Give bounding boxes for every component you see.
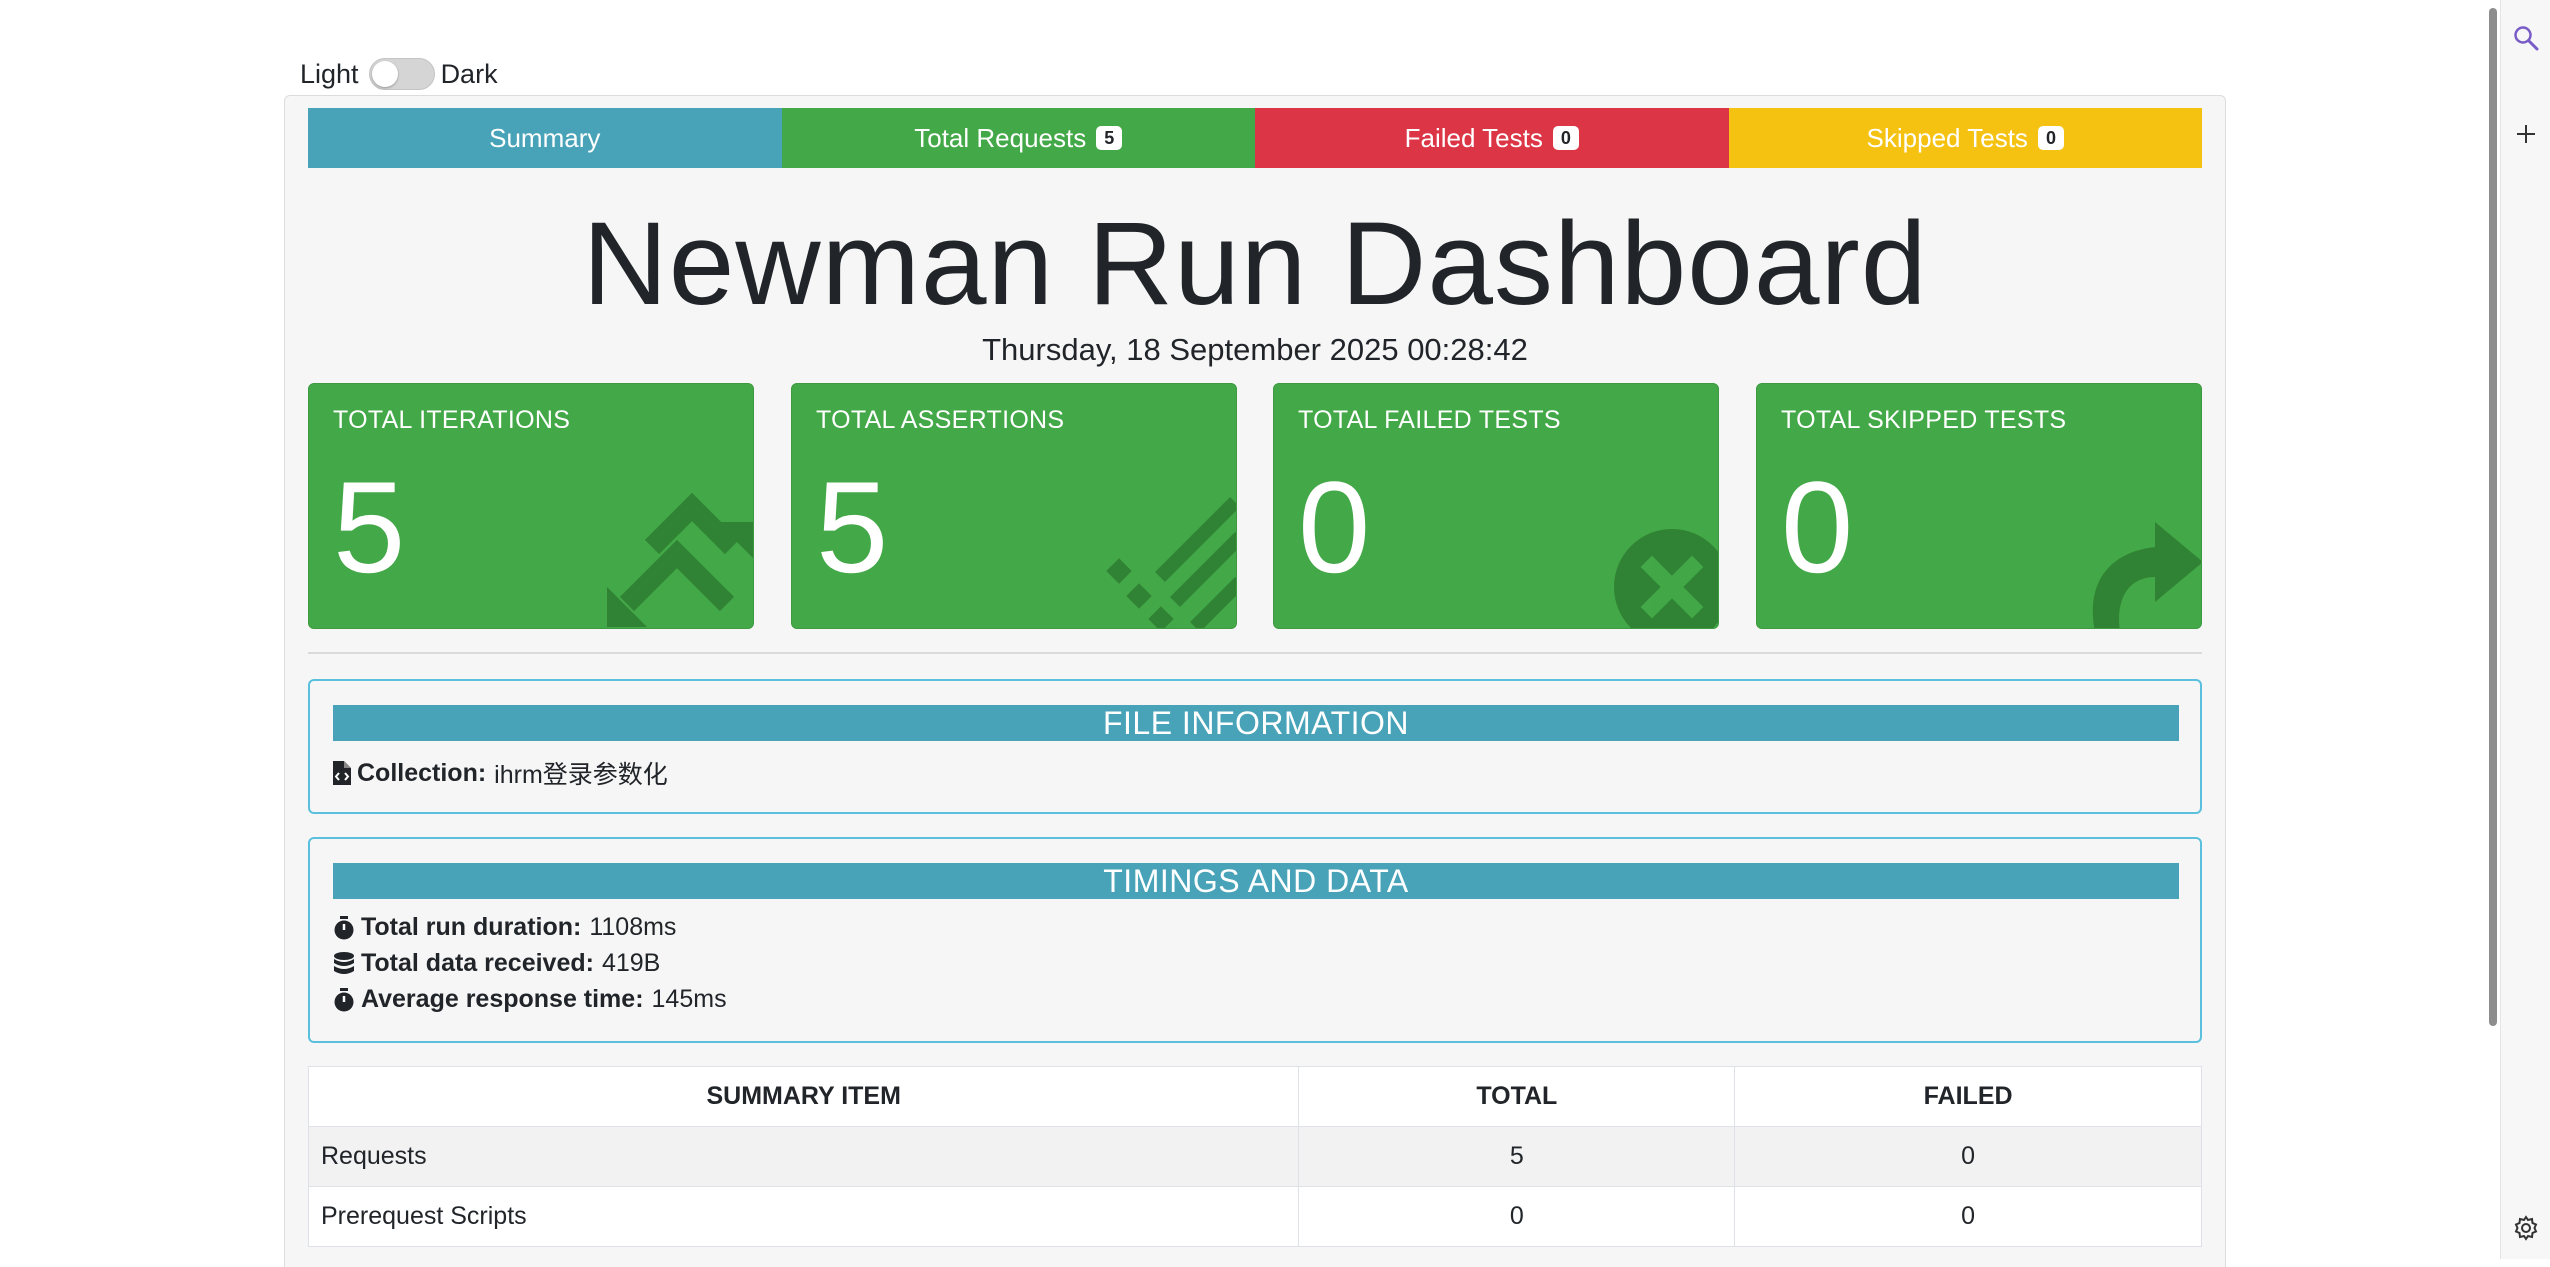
data-received-line: Total data received: 419B xyxy=(333,949,660,978)
stat-value: 0 xyxy=(1298,454,1371,600)
duration-label: Total run duration: xyxy=(361,913,582,941)
report-page: Light Dark Summary Total Requests 5 Fail… xyxy=(8,8,2486,1267)
stat-card-iterations: TOTAL ITERATIONS 5 xyxy=(308,383,754,629)
stat-card-assertions: TOTAL ASSERTIONS 5 xyxy=(791,383,1237,629)
duration-value: 1108ms xyxy=(589,913,677,941)
dashboard-container: Summary Total Requests 5 Failed Tests 0 … xyxy=(284,95,2226,1267)
tab-skipped-tests[interactable]: Skipped Tests 0 xyxy=(1728,108,2202,168)
file-information-header: FILE INFORMATION xyxy=(333,705,2179,741)
table-header-row: SUMMARY ITEM TOTAL FAILED xyxy=(307,1066,2202,1127)
right-sidebar xyxy=(2500,0,2550,1259)
row-failed: 0 xyxy=(1734,1186,2202,1247)
col-summary-item: SUMMARY ITEM xyxy=(307,1066,1300,1127)
row-total: 5 xyxy=(1298,1126,1736,1187)
skipped-tests-badge: 0 xyxy=(2037,126,2064,150)
share-icon xyxy=(2092,522,2201,628)
divider xyxy=(308,652,2202,654)
stat-label: TOTAL SKIPPED TESTS xyxy=(1781,406,2067,434)
theme-switch[interactable] xyxy=(368,58,435,90)
tab-total-requests[interactable]: Total Requests 5 xyxy=(781,108,1255,168)
stopwatch-icon xyxy=(334,915,354,939)
collection-label: Collection: xyxy=(357,758,487,787)
times-circle-icon xyxy=(1614,529,1718,628)
theme-toggle: Light Dark xyxy=(300,54,498,94)
stopwatch-icon xyxy=(334,987,354,1011)
tab-summary-label: Summary xyxy=(489,122,601,153)
run-date: Thursday, 18 September 2025 00:28:42 xyxy=(982,332,1528,367)
scrollbar-thumb[interactable] xyxy=(2489,8,2497,1026)
sidebar-settings-button[interactable] xyxy=(2512,1214,2540,1242)
gear-icon xyxy=(2514,1215,2538,1241)
sync-icon xyxy=(607,492,753,627)
tab-failed-tests[interactable]: Failed Tests 0 xyxy=(1255,108,1729,168)
dark-label: Dark xyxy=(440,58,498,89)
tab-failed-tests-label: Failed Tests xyxy=(1404,122,1543,153)
duration-line: Total run duration: 1108ms xyxy=(333,913,676,942)
sidebar-add-button[interactable] xyxy=(2512,120,2540,148)
data-received-label: Total data received: xyxy=(361,949,594,977)
nav-tabs: Summary Total Requests 5 Failed Tests 0 … xyxy=(308,108,2202,168)
stat-value: 5 xyxy=(816,454,889,600)
row-total: 0 xyxy=(1298,1186,1736,1247)
stat-card-skipped-tests: TOTAL SKIPPED TESTS 0 xyxy=(1756,383,2202,629)
file-code-icon xyxy=(333,761,351,785)
sidebar-search-button[interactable] xyxy=(2512,24,2540,52)
col-total: TOTAL xyxy=(1298,1066,1736,1127)
stat-card-failed-tests: TOTAL FAILED TESTS 0 xyxy=(1273,383,1719,629)
collection-value: ihrm登录参数化 xyxy=(494,761,668,789)
row-item: Prerequest Scripts xyxy=(307,1186,1300,1247)
stat-value: 0 xyxy=(1781,454,1854,600)
database-icon xyxy=(334,951,354,974)
stat-value: 5 xyxy=(333,454,406,600)
data-received-value: 419B xyxy=(601,949,661,977)
table-row: Prerequest Scripts 0 0 xyxy=(307,1186,2202,1247)
light-label: Light xyxy=(300,58,359,89)
stat-label: TOTAL ASSERTIONS xyxy=(816,406,1065,434)
tab-skipped-tests-label: Skipped Tests xyxy=(1866,122,2028,153)
failed-tests-badge: 0 xyxy=(1552,126,1579,150)
search-icon xyxy=(2514,26,2539,51)
tab-total-requests-label: Total Requests xyxy=(914,122,1087,153)
avg-response-line: Average response time: 145ms xyxy=(333,985,727,1014)
avg-response-label: Average response time: xyxy=(361,985,644,1013)
total-requests-badge: 5 xyxy=(1096,126,1123,150)
table-row: Requests 5 0 xyxy=(307,1126,2202,1187)
summary-table: SUMMARY ITEM TOTAL FAILED Requests 5 0 P… xyxy=(307,1066,2202,1247)
plus-icon xyxy=(2517,125,2535,143)
page-title: Newman Run Dashboard xyxy=(582,198,1928,330)
avg-response-value: 145ms xyxy=(651,985,727,1013)
col-failed: FAILED xyxy=(1734,1066,2202,1127)
stat-label: TOTAL FAILED TESTS xyxy=(1298,406,1561,434)
row-item: Requests xyxy=(307,1126,1300,1187)
row-failed: 0 xyxy=(1734,1126,2202,1187)
timings-panel: TIMINGS AND DATA Total run duration: 110… xyxy=(308,837,2202,1043)
tab-summary[interactable]: Summary xyxy=(308,108,782,168)
tasks-icon xyxy=(1106,497,1236,628)
vertical-scrollbar[interactable] xyxy=(2486,8,2500,1259)
collection-line: Collection: ihrm登录参数化 xyxy=(333,755,668,791)
stat-cards: TOTAL ITERATIONS 5 TOTAL ASSERTIONS 5 xyxy=(308,383,2202,629)
file-information-panel: FILE INFORMATION Collection: ihrm登录参数化 xyxy=(308,679,2202,814)
stat-label: TOTAL ITERATIONS xyxy=(333,406,571,434)
timings-header: TIMINGS AND DATA xyxy=(333,863,2179,899)
theme-switch-knob xyxy=(371,61,398,87)
